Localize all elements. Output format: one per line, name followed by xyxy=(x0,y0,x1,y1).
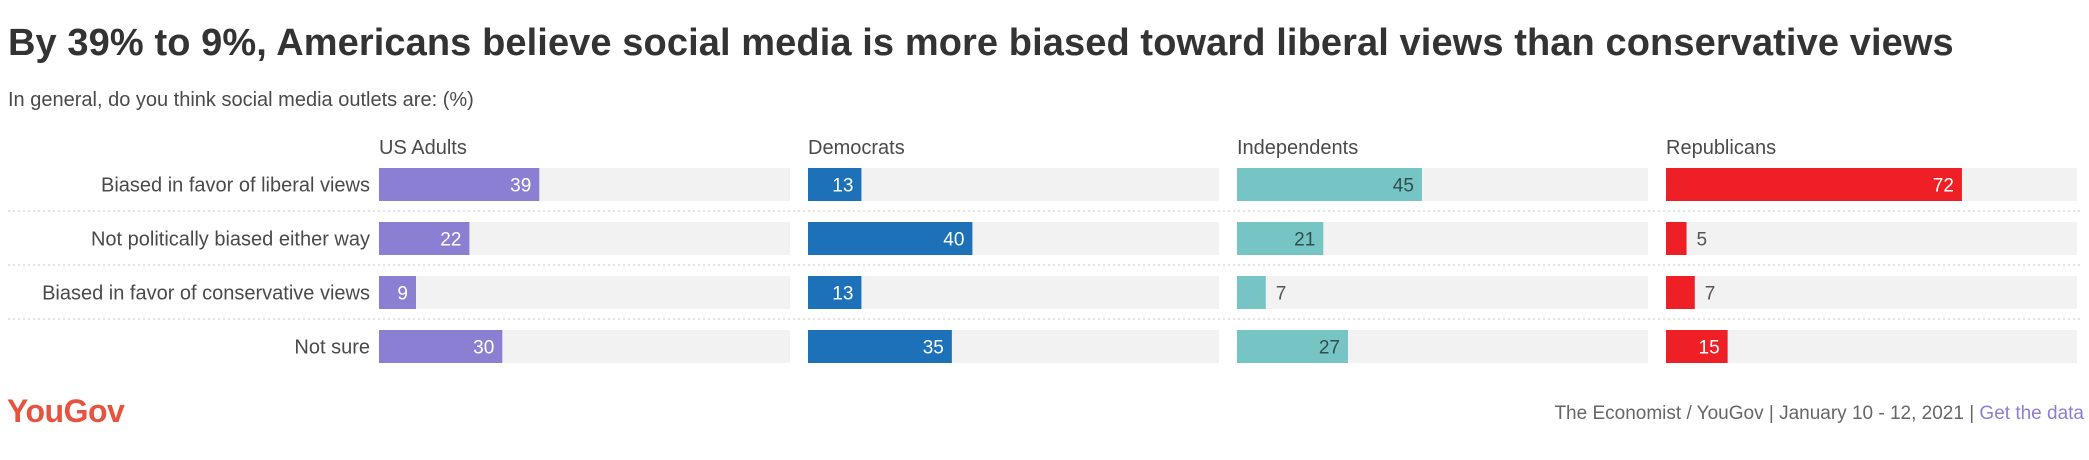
bar-track xyxy=(808,276,1219,309)
data-label-us-adults-biased-in-favor-of-conservative-views: 9 xyxy=(397,284,408,305)
data-label-democrats-not-sure: 35 xyxy=(923,338,944,359)
bar-republicans-biased-in-favor-of-liberal-views xyxy=(1666,168,1962,201)
data-label-democrats-not-politically-biased-either-way: 40 xyxy=(943,230,964,251)
bar-democrats-not-sure xyxy=(808,330,952,363)
bar-us-adults-not-politically-biased-either-way xyxy=(379,222,470,255)
category-label-biased-in-favor-of-conservative-views: Biased in favor of conservative views xyxy=(42,283,370,305)
data-label-independents-biased-in-favor-of-conservative-views: 7 xyxy=(1276,284,1287,305)
source-note: The Economist / YouGov | January 10 - 12… xyxy=(1554,403,2084,425)
data-label-independents-not-sure: 27 xyxy=(1319,338,1340,359)
bar-democrats-biased-in-favor-of-liberal-views xyxy=(808,168,862,201)
bar-republicans-not-sure xyxy=(1666,330,1728,363)
bar-independents-not-politically-biased-either-way xyxy=(1237,222,1324,255)
bar-independents-not-sure xyxy=(1237,330,1348,363)
panel-header-democrats: Democrats xyxy=(808,137,905,159)
bar-track xyxy=(1666,276,2077,309)
data-label-republicans-biased-in-favor-of-conservative-views: 7 xyxy=(1705,284,1716,305)
panel-header-independents: Independents xyxy=(1237,137,1358,159)
bar-us-adults-not-sure xyxy=(379,330,503,363)
bar-democrats-not-politically-biased-either-way xyxy=(808,222,973,255)
bar-us-adults-biased-in-favor-of-liberal-views xyxy=(379,168,540,201)
data-label-democrats-biased-in-favor-of-liberal-views: 13 xyxy=(832,176,853,197)
bar-republicans-biased-in-favor-of-conservative-views xyxy=(1666,276,1695,309)
bar-track xyxy=(379,276,790,309)
category-label-not-politically-biased-either-way: Not politically biased either way xyxy=(91,229,370,251)
yougov-logo: YouGov xyxy=(7,393,125,429)
category-label-biased-in-favor-of-liberal-views: Biased in favor of liberal views xyxy=(101,175,370,197)
bar-republicans-not-politically-biased-either-way xyxy=(1666,222,1687,255)
data-label-republicans-biased-in-favor-of-liberal-views: 72 xyxy=(1933,176,1954,197)
data-label-independents-biased-in-favor-of-liberal-views: 45 xyxy=(1393,176,1414,197)
panel-header-us-adults: US Adults xyxy=(379,137,467,159)
bar-independents-biased-in-favor-of-liberal-views xyxy=(1237,168,1422,201)
chart-subtitle: In general, do you think social media ou… xyxy=(8,89,474,111)
get-the-data-link[interactable]: Get the data xyxy=(1979,403,2084,424)
data-label-republicans-not-sure: 15 xyxy=(1699,338,1720,359)
data-label-democrats-biased-in-favor-of-conservative-views: 13 xyxy=(832,284,853,305)
bar-track xyxy=(808,168,1219,201)
data-label-us-adults-biased-in-favor-of-liberal-views: 39 xyxy=(510,176,531,197)
bar-track xyxy=(1237,276,1648,309)
category-label-not-sure: Not sure xyxy=(294,337,370,359)
data-label-us-adults-not-politically-biased-either-way: 22 xyxy=(440,230,461,251)
bar-track xyxy=(1666,222,2077,255)
source-text: The Economist / YouGov | January 10 - 12… xyxy=(1554,403,1975,424)
bar-us-adults-biased-in-favor-of-conservative-views xyxy=(379,276,416,309)
chart-title: By 39% to 9%, Americans believe social m… xyxy=(8,22,1954,64)
data-label-us-adults-not-sure: 30 xyxy=(473,338,494,359)
bar-track xyxy=(1666,330,2077,363)
data-label-independents-not-politically-biased-either-way: 21 xyxy=(1294,230,1315,251)
panel-header-republicans: Republicans xyxy=(1666,137,1776,159)
bar-democrats-biased-in-favor-of-conservative-views xyxy=(808,276,862,309)
data-label-republicans-not-politically-biased-either-way: 5 xyxy=(1697,230,1708,251)
bar-independents-biased-in-favor-of-conservative-views xyxy=(1237,276,1266,309)
